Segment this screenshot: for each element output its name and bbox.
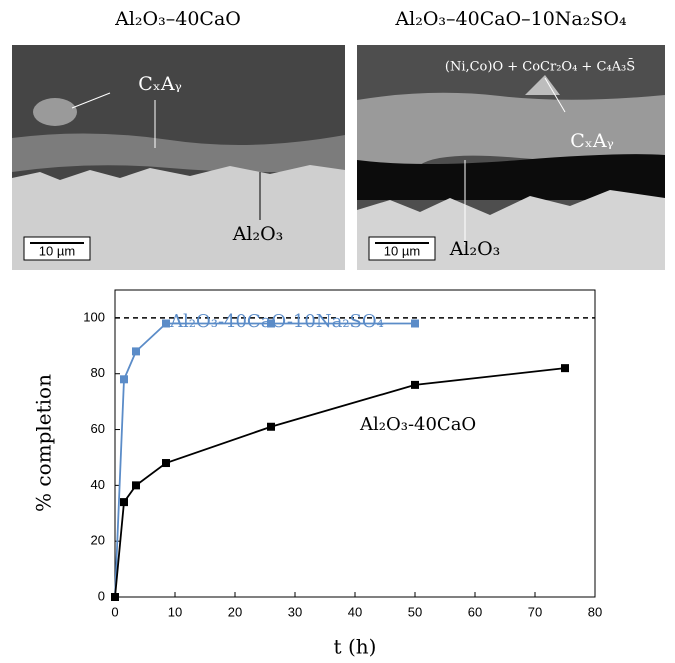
- x-tick-label: 60: [468, 604, 482, 619]
- x-tick-label: 70: [528, 604, 542, 619]
- series-line: [114, 367, 566, 598]
- gap: [357, 154, 665, 200]
- y-tick-label: 0: [98, 588, 105, 603]
- point: [267, 422, 275, 431]
- layer: [357, 92, 665, 171]
- point: [561, 364, 569, 373]
- x-tick-label: 40: [348, 604, 362, 619]
- pointer: [544, 77, 566, 113]
- y-tick-label: 20: [91, 533, 105, 548]
- scale-label: 10 µm: [39, 243, 75, 258]
- point: [120, 375, 128, 384]
- point: [411, 319, 419, 328]
- point: [411, 380, 419, 389]
- series-label: Al₂O₃-40CaO-10Na₂SO₄: [169, 311, 384, 332]
- layer: [12, 133, 345, 173]
- phase-label: Al₂O₃: [232, 223, 284, 245]
- y-axis-label: % completion: [32, 374, 56, 512]
- particle: [33, 98, 77, 126]
- series-line: [114, 322, 415, 598]
- phase-label: CₓAᵧ: [570, 130, 613, 152]
- micrograph-right: Al₂O₃–40CaO–10Na₂SO₄ (Ni,Co)O + CoCr₂O₄ …: [357, 8, 665, 270]
- point: [162, 319, 170, 328]
- x-tick-label: 30: [288, 604, 302, 619]
- phase-label: CₓAᵧ: [138, 73, 181, 95]
- x-tick-label: 20: [228, 604, 242, 619]
- y-tick-label: 40: [91, 477, 105, 492]
- x-tick-label: 10: [168, 604, 182, 619]
- phase-label: (Ni,Co)O + CoCr₂O₄ + C₄A₃S̄: [445, 58, 635, 74]
- y-tick-label: 60: [91, 421, 105, 436]
- x-axis-label: t (h): [334, 635, 377, 659]
- point: [267, 319, 275, 328]
- x-tick-label: 0: [111, 604, 118, 619]
- micrograph-left: Al₂O₃–40CaO CₓAᵧ Al₂O₃ 10 µm: [12, 8, 345, 270]
- y-tick-label: 100: [83, 309, 105, 324]
- pointer: [71, 92, 111, 109]
- plot-frame: [114, 289, 596, 598]
- point: [132, 481, 140, 490]
- particle: [525, 75, 560, 95]
- point: [111, 593, 119, 601]
- point: [132, 347, 140, 356]
- panel-title: Al₂O₃–40CaO: [114, 8, 241, 30]
- phase-label: Al₂O₃: [449, 238, 501, 260]
- x-tick-label: 50: [408, 604, 422, 619]
- substrate: [12, 165, 345, 270]
- x-tick-label: 80: [588, 604, 602, 619]
- panel-title: Al₂O₃–40CaO–10Na₂SO₄: [394, 8, 627, 30]
- series-label: Al₂O₃-40CaO: [359, 414, 476, 435]
- scale-label: 10 µm: [384, 243, 420, 258]
- y-tick-label: 80: [91, 365, 105, 380]
- point: [120, 498, 128, 507]
- point: [162, 459, 170, 468]
